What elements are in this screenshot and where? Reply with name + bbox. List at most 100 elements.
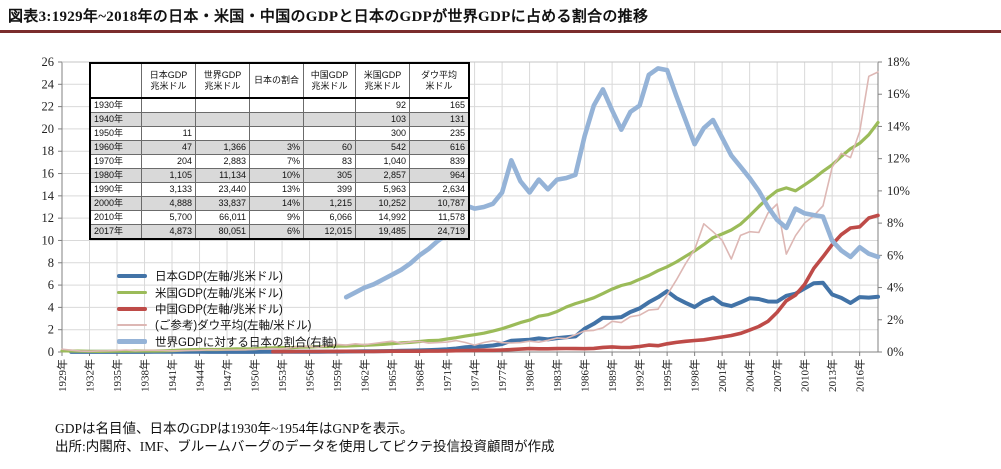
table-value-cell: 10,252 xyxy=(355,196,410,211)
table-value-cell: 19,485 xyxy=(355,224,410,240)
x-axis-label: 2004年 xyxy=(743,359,757,392)
legend-item-japan-share-of-world: 世界GDPに対する日本の割合(右軸) xyxy=(117,334,337,350)
x-axis-label: 1974年 xyxy=(468,359,482,392)
table-value-cell: 1,215 xyxy=(303,196,356,211)
legend-label: 日本GDP(左軸/兆米ドル) xyxy=(155,271,283,284)
table-value-cell: 131 xyxy=(409,112,470,127)
table-year-cell: 1940年 xyxy=(89,112,142,127)
legend-line-swatch xyxy=(117,324,147,327)
series-line-dow-average xyxy=(61,71,879,353)
table-value-cell: 2,634 xyxy=(409,182,470,197)
table-row: 1940年 103 131 xyxy=(89,112,470,127)
table-col-header: 米国GDP 兆米ドル xyxy=(355,62,410,99)
table-value-cell: 616 xyxy=(409,140,470,155)
page-title: 図表3:1929年~2018年の日本・米国・中国のGDPと日本のGDPが世界GD… xyxy=(8,9,649,25)
left-axis-label: 20 xyxy=(42,122,55,136)
table-year-cell: 1960年 xyxy=(89,140,142,155)
table-row: 1990年 3,133 23,440 13% 399 5,963 2,634 xyxy=(89,182,470,197)
table-col-header: ダウ平均 米ドル xyxy=(409,62,470,99)
left-axis-label: 8 xyxy=(48,256,54,270)
x-axis-label: 1971年 xyxy=(440,359,454,392)
x-axis-label: 2001年 xyxy=(715,359,729,392)
left-axis-label: 6 xyxy=(48,278,54,292)
table-row: 1930年 92 165 xyxy=(89,97,470,113)
table-value-cell: 1,105 xyxy=(141,168,196,183)
right-axis-label: 16% xyxy=(887,87,910,101)
table-value-cell xyxy=(303,126,356,141)
table-year-cell: 2010年 xyxy=(89,210,142,225)
table-value-cell: 542 xyxy=(355,140,410,155)
right-axis-label: 12% xyxy=(887,152,910,166)
table-value-cell: 964 xyxy=(409,168,470,183)
x-axis-label: 1998年 xyxy=(688,359,702,392)
table-value-cell xyxy=(141,97,196,113)
table-col-header: 日本の割合 xyxy=(249,62,304,99)
x-axis-label: 1950年 xyxy=(248,359,262,392)
table-value-cell: 3% xyxy=(249,140,304,155)
table-value-cell: 11,578 xyxy=(409,210,470,225)
table-row: 1980年 1,105 11,134 10% 305 2,857 964 xyxy=(89,168,470,183)
x-axis-label: 2010年 xyxy=(798,359,812,392)
table-value-cell: 14% xyxy=(249,196,304,211)
table-row: 2017年 4,873 80,051 6% 12,015 19,485 24,719 xyxy=(89,224,470,240)
x-axis-label: 1956年 xyxy=(303,359,317,392)
legend-label: 米国GDP(左軸/兆米ドル) xyxy=(155,287,283,300)
x-axis-label: 1962年 xyxy=(358,359,372,392)
table-value-cell: 4,888 xyxy=(141,196,196,211)
x-axis-label: 1989年 xyxy=(605,359,619,392)
table-year-cell: 1980年 xyxy=(89,168,142,183)
right-axis-label: 10% xyxy=(887,184,910,198)
table-value-cell xyxy=(195,112,250,127)
table-value-cell: 6,066 xyxy=(303,210,356,225)
x-axis-label: 1992年 xyxy=(633,359,647,392)
table-value-cell: 235 xyxy=(409,126,470,141)
table-value-cell: 300 xyxy=(355,126,410,141)
table-value-cell: 66,011 xyxy=(195,210,250,225)
table-row: 1970年 204 2,883 7% 83 1,040 839 xyxy=(89,154,470,169)
footnote-definition: GDPは名目値、日本のGDPは1930年~1954年はGNPを表示。 xyxy=(55,421,414,436)
right-axis-label: 2% xyxy=(887,313,904,327)
x-axis-label: 1947年 xyxy=(220,359,234,392)
chart-legend: 日本GDP(左軸/兆米ドル) 米国GDP(左軸/兆米ドル) 中国GDP(左軸/兆米ド… xyxy=(117,268,337,350)
left-axis-label: 22 xyxy=(42,100,55,114)
table-value-cell: 33,837 xyxy=(195,196,250,211)
table-col-header: 中国GDP 兆米ドル xyxy=(303,62,356,99)
x-axis-label: 1965年 xyxy=(385,359,399,392)
left-axis-label: 4 xyxy=(48,300,55,314)
x-axis-label: 1977年 xyxy=(495,359,509,392)
table-value-cell: 10,787 xyxy=(409,196,470,211)
left-axis-label: 2 xyxy=(48,323,54,337)
legend-item-japan-gdp: 日本GDP(左軸/兆米ドル) xyxy=(117,268,337,284)
table-value-cell xyxy=(141,112,196,127)
x-axis-label: 1986年 xyxy=(578,359,592,392)
table-year-cell: 1990年 xyxy=(89,182,142,197)
table-year-cell: 2017年 xyxy=(89,224,142,240)
table-value-cell: 204 xyxy=(141,154,196,169)
series-line-japan-share-of-world xyxy=(343,66,881,300)
table-col-header: 日本GDP 兆米ドル xyxy=(141,62,196,99)
table-value-cell: 12,015 xyxy=(303,224,356,240)
x-axis-label: 1944年 xyxy=(193,359,207,392)
table-year-cell: 1950年 xyxy=(89,126,142,141)
table-value-cell: 2,857 xyxy=(355,168,410,183)
gdp-data-table: 日本GDP 兆米ドル 世界GDP 兆米ドル 日本の割合 中国GDP 兆米ドル 米国GDP… xyxy=(89,62,470,240)
left-axis-label: 0 xyxy=(48,345,54,359)
gdp-table-header: 日本GDP 兆米ドル 世界GDP 兆米ドル 日本の割合 中国GDP 兆米ドル 米国GDP… xyxy=(89,62,470,99)
x-axis-label: 1935年 xyxy=(110,359,124,392)
table-value-cell: 14,992 xyxy=(355,210,410,225)
right-axis-label: 6% xyxy=(887,248,904,262)
right-axis-label: 0% xyxy=(887,345,904,359)
right-axis-label: 4% xyxy=(887,281,904,295)
table-value-cell: 13% xyxy=(249,182,304,197)
legend-item-dow-average: (ご参考)ダウ平均(左軸/米ドル) xyxy=(117,317,337,333)
left-axis-label: 12 xyxy=(42,211,55,225)
table-value-cell xyxy=(303,97,356,113)
table-value-cell: 305 xyxy=(303,168,356,183)
table-value-cell: 5,700 xyxy=(141,210,196,225)
table-value-cell xyxy=(249,126,304,141)
table-value-cell: 6% xyxy=(249,224,304,240)
table-row: 1960年 47 1,366 3% 60 542 616 xyxy=(89,140,470,155)
x-axis-label: 1959年 xyxy=(330,359,344,392)
table-value-cell: 9% xyxy=(249,210,304,225)
